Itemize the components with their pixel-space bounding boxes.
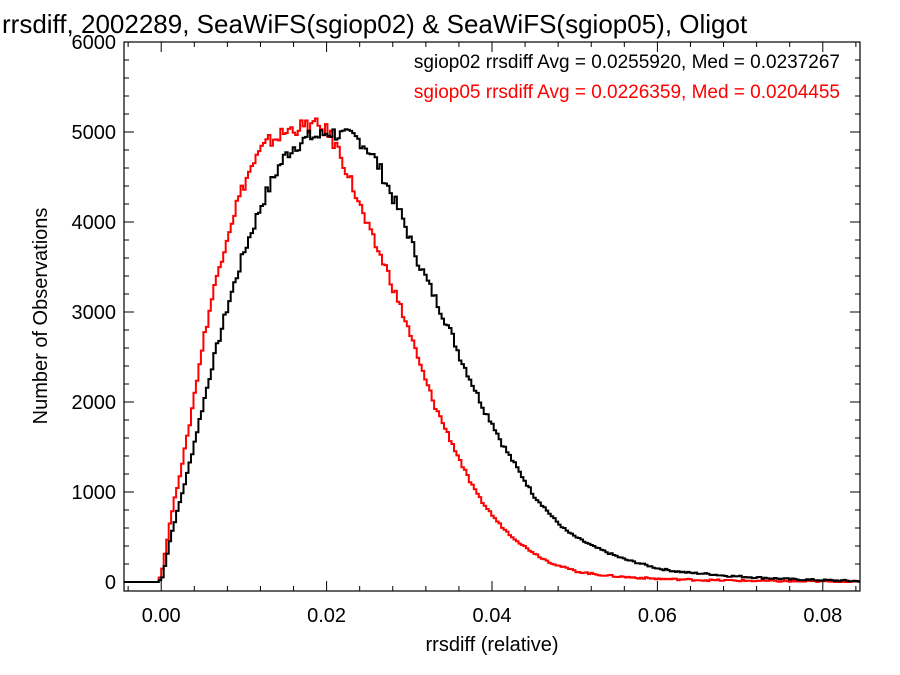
x-tick-label: 0.06: [638, 605, 677, 627]
y-tick-label: 3000: [72, 302, 117, 324]
chart-title: rrsdiff, 2002289, SeaWiFS(sgiop02) & Sea…: [2, 9, 748, 39]
x-tick-label: 0.02: [307, 605, 346, 627]
y-tick-label: 5000: [72, 122, 117, 144]
plot-frame: [123, 41, 861, 592]
y-tick-label: 6000: [72, 32, 117, 54]
legend-entry-sgiop05: sgiop05 rrsdiff Avg = 0.0226359, Med = 0…: [414, 82, 840, 103]
y-axis-ticks: 0 1000 2000 3000 4000 5000 6000: [72, 32, 860, 594]
legend-entry-sgiop02: sgiop02 rrsdiff Avg = 0.0255920, Med = 0…: [414, 52, 840, 73]
series-line-sgiop02: [124, 128, 860, 583]
x-axis-label: rrsdiff (relative): [426, 634, 559, 656]
y-tick-label: 0: [105, 572, 116, 594]
x-tick-label: 0.04: [473, 605, 512, 627]
y-tick-label: 2000: [72, 392, 117, 414]
x-tick-label: 0.00: [142, 605, 181, 627]
y-axis-label: Number of Observations: [30, 208, 52, 425]
x-axis-ticks: 0.00 0.02 0.04 0.06 0.08: [127, 42, 857, 627]
series-group: [124, 117, 860, 583]
y-tick-label: 4000: [72, 212, 117, 234]
series-line-sgiop05: [124, 117, 860, 583]
x-tick-label: 0.08: [803, 605, 842, 627]
y-tick-label: 1000: [72, 482, 117, 504]
